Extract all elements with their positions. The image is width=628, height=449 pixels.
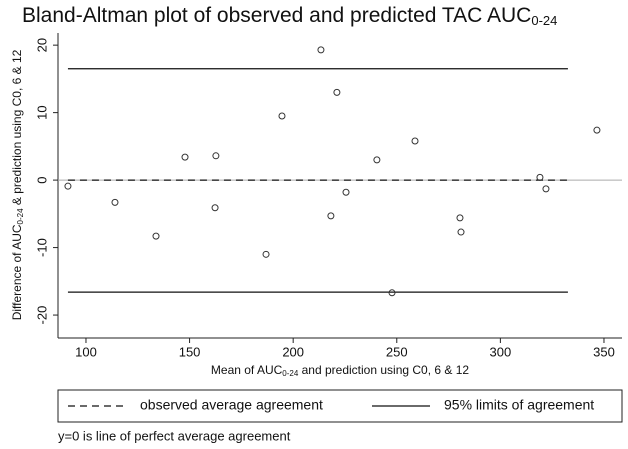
x-axis-label: Mean of AUC0-24 and prediction using C0,… [211,363,469,378]
point [152,232,160,240]
point [262,250,270,258]
x-tick-label: 150 [179,344,201,359]
x-label-subscript: 0-24 [282,369,299,378]
point [342,188,350,196]
y-tick-label: 10 [34,105,49,119]
legend-label: observed average agreement [140,397,323,413]
point [64,182,72,190]
title-main: Bland-Altman plot of observed and predic… [22,4,531,27]
point [181,153,189,161]
chart-title: Bland-Altman plot of observed and predic… [22,4,557,29]
point [536,173,544,181]
x-tick-label: 250 [386,344,408,359]
point [317,46,325,54]
y-axis-label: Difference of AUC0-24 & prediction using… [10,49,25,320]
point [456,214,464,222]
x-tick-label: 300 [490,344,512,359]
point [593,126,601,134]
x-tick-label: 200 [282,344,304,359]
y-tick-label: -10 [34,238,49,257]
y-label-part: Difference of AUC [10,224,24,320]
point [327,212,335,220]
point [388,289,396,297]
x-tick-label: 350 [593,344,615,359]
legend-label: 95% limits of agreement [444,397,594,413]
y-label-part: & prediction using C0, 6 & 12 [10,49,24,208]
point [111,198,119,206]
point [212,152,220,160]
y-tick-label: 20 [34,38,49,52]
y-tick-label: -20 [34,306,49,325]
title-subscript: 0-24 [531,13,557,28]
point [333,88,341,96]
point [211,204,219,212]
point [457,228,465,236]
x-tick-label: 100 [75,344,97,359]
x-label-part: Mean of AUC [211,363,283,377]
legend-box [57,389,623,423]
point [542,185,550,193]
point [278,112,286,120]
note: y=0 is line of perfect average agreement [58,428,291,443]
x-label-part: and prediction using C0, 6 & 12 [298,363,469,377]
y-tick-label: 0 [34,176,49,183]
y-label-subscript: 0-24 [16,208,25,225]
point [411,137,419,145]
point [373,156,381,164]
